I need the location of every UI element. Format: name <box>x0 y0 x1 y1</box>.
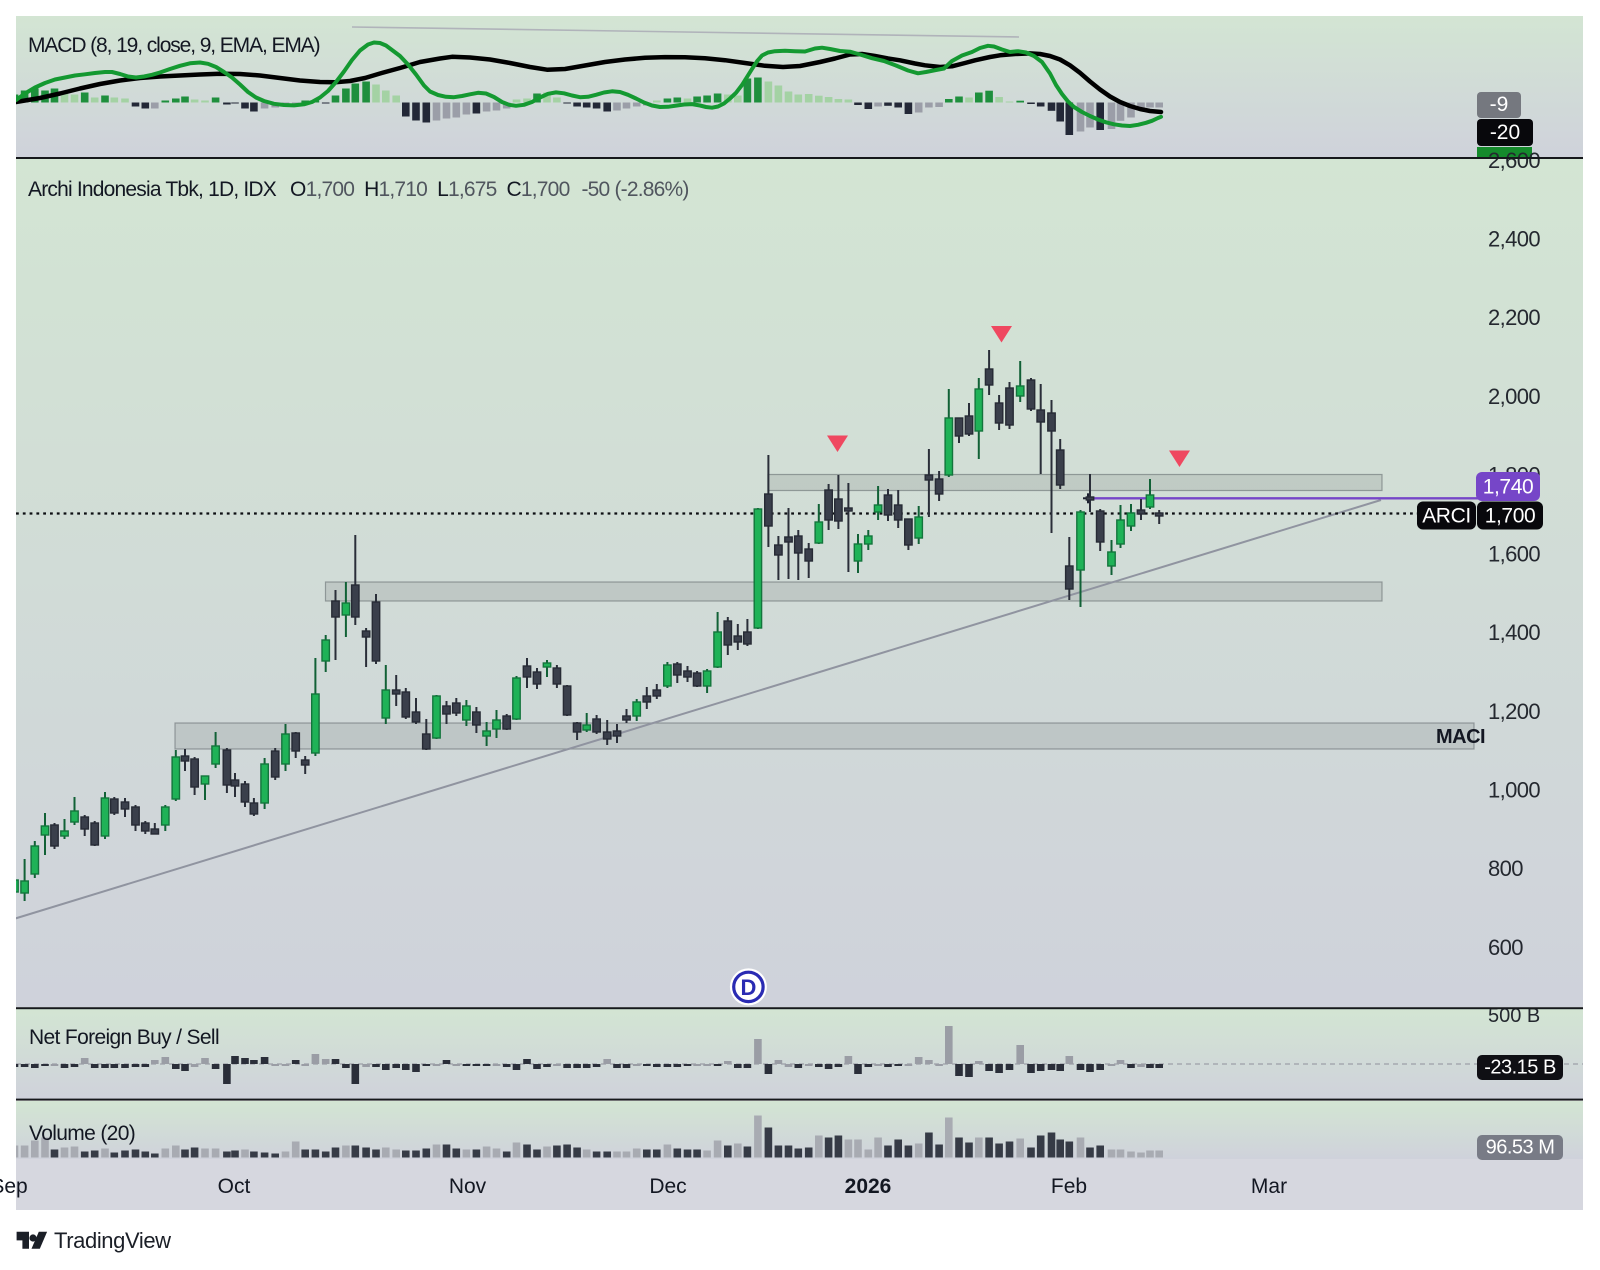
svg-text:1,400: 1,400 <box>1488 620 1540 645</box>
svg-text:96.53 M: 96.53 M <box>1486 1137 1555 1159</box>
svg-text:-23.15 B: -23.15 B <box>1484 1057 1556 1079</box>
svg-text:Volume (20): Volume (20) <box>29 1122 135 1145</box>
svg-text:Oct: Oct <box>218 1175 251 1198</box>
svg-text:800: 800 <box>1488 856 1523 881</box>
svg-text:2,600: 2,600 <box>1488 148 1540 173</box>
svg-text:MACD (8, 19, close, 9, EMA, EM: MACD (8, 19, close, 9, EMA, EMA) <box>28 34 320 57</box>
svg-text:Mar: Mar <box>1251 1175 1287 1198</box>
svg-text:2026: 2026 <box>845 1175 892 1198</box>
svg-text:Net Foreign Buy / Sell: Net Foreign Buy / Sell <box>29 1026 219 1049</box>
svg-text:Dec: Dec <box>649 1175 686 1198</box>
svg-text:Feb: Feb <box>1051 1175 1087 1198</box>
svg-text:-20: -20 <box>1490 121 1520 144</box>
svg-text:ARCI: ARCI <box>1422 505 1471 528</box>
svg-text:Nov: Nov <box>449 1175 487 1198</box>
svg-text:1,000: 1,000 <box>1488 778 1540 803</box>
svg-text:1,700: 1,700 <box>1485 505 1536 528</box>
svg-text:-9: -9 <box>1490 93 1509 116</box>
svg-text:Sep: Sep <box>0 1175 28 1198</box>
svg-text:MACI: MACI <box>1436 726 1485 748</box>
svg-text:2,400: 2,400 <box>1488 227 1540 252</box>
svg-text:2,200: 2,200 <box>1488 305 1540 330</box>
svg-text:600: 600 <box>1488 935 1523 960</box>
svg-text:TradingView: TradingView <box>54 1228 171 1253</box>
svg-text:500 B: 500 B <box>1488 1005 1540 1027</box>
svg-text:1,740: 1,740 <box>1483 476 1534 499</box>
svg-text:2,000: 2,000 <box>1488 384 1540 409</box>
svg-text:1,200: 1,200 <box>1488 699 1540 724</box>
svg-text:D: D <box>740 975 756 1000</box>
svg-text:1,600: 1,600 <box>1488 541 1540 566</box>
